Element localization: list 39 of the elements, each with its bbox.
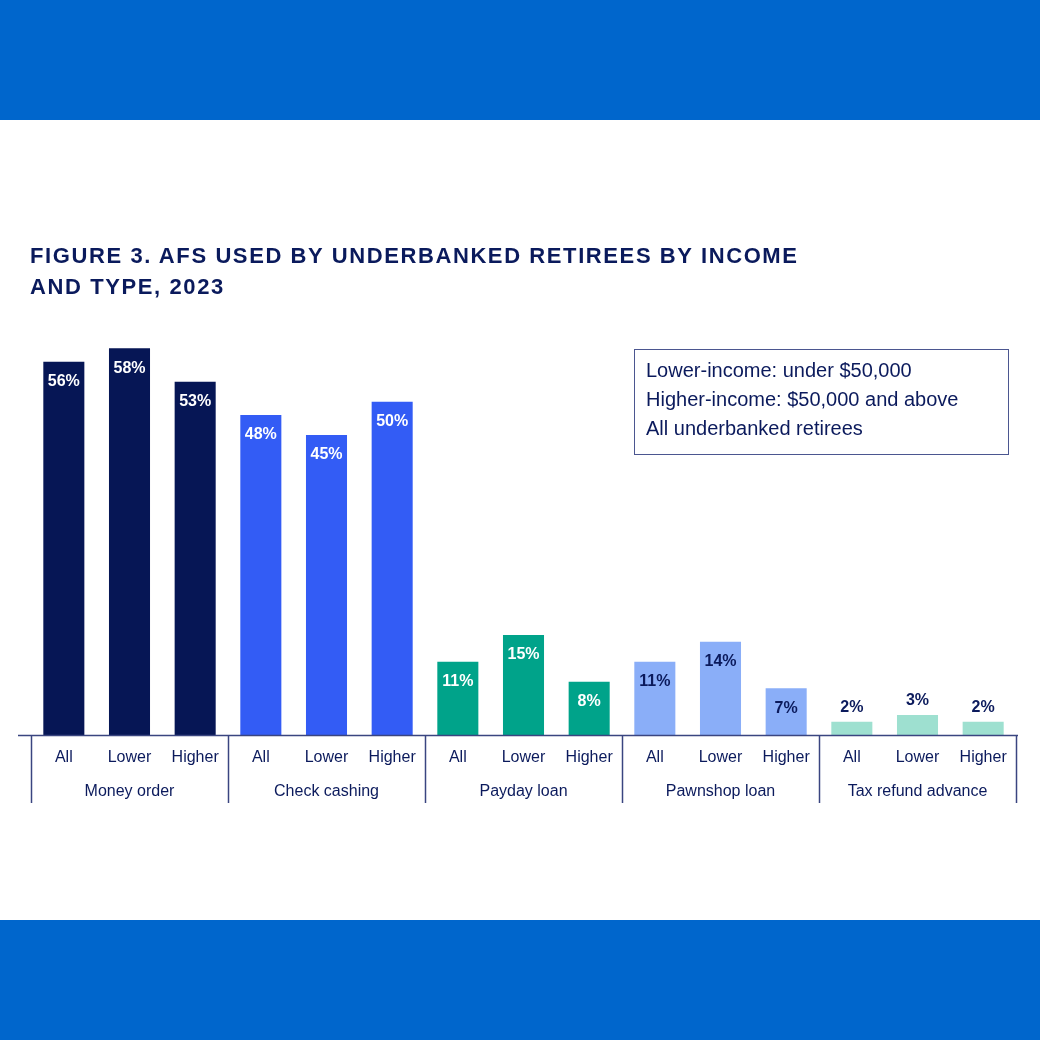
text: Lower	[501, 748, 546, 766]
chart-title: FIGURE 3. AFS USED BY UNDERBANKED RETIREES BY INCOME AND TYPE, 2023	[30, 242, 800, 301]
data-label: 53%	[179, 392, 212, 410]
data-label: 48%	[244, 425, 277, 443]
data-label: 11%	[639, 672, 671, 690]
data-label: 8%	[577, 692, 601, 710]
data-label: 45%	[310, 445, 343, 463]
series-label: All	[54, 748, 73, 766]
data-label: 15%	[507, 645, 540, 663]
data-label: 14%	[704, 652, 737, 670]
data-label: 56%	[47, 372, 80, 390]
text: Lower	[698, 748, 743, 766]
x-tick-label: Check cashing	[274, 782, 379, 800]
data-label: 2%	[971, 698, 995, 716]
text: All	[251, 748, 270, 766]
x-tick-label: Payday loan	[479, 782, 568, 800]
text: Higher	[171, 748, 219, 766]
text: Lower	[895, 748, 940, 766]
annotation: All underbanked retirees	[646, 416, 864, 441]
series-label: Higher	[368, 748, 417, 766]
text: All	[842, 748, 861, 766]
data-label: 50%	[376, 412, 409, 430]
text: All	[645, 748, 664, 766]
annotation: Higher-income: $50,000 and above	[646, 387, 960, 412]
data-label: 7%	[774, 698, 798, 716]
data-label: 58%	[113, 358, 146, 376]
text: All	[448, 748, 467, 766]
text: Higher	[762, 748, 810, 766]
series-label: Lower	[107, 748, 152, 766]
data-label: 11%	[442, 672, 474, 690]
x-tick-label: Pawnshop loan	[665, 782, 776, 800]
data-label: 3%	[905, 691, 930, 709]
x-tick-label: Tax refund advance	[847, 782, 988, 800]
text: Higher	[959, 748, 1007, 766]
text: Higher	[565, 748, 613, 766]
text: Lower	[304, 748, 349, 766]
annotation: Lower-income: under $50,000	[646, 358, 913, 383]
x-tick-label: Money order	[84, 782, 176, 800]
data-label: 2%	[840, 698, 864, 716]
